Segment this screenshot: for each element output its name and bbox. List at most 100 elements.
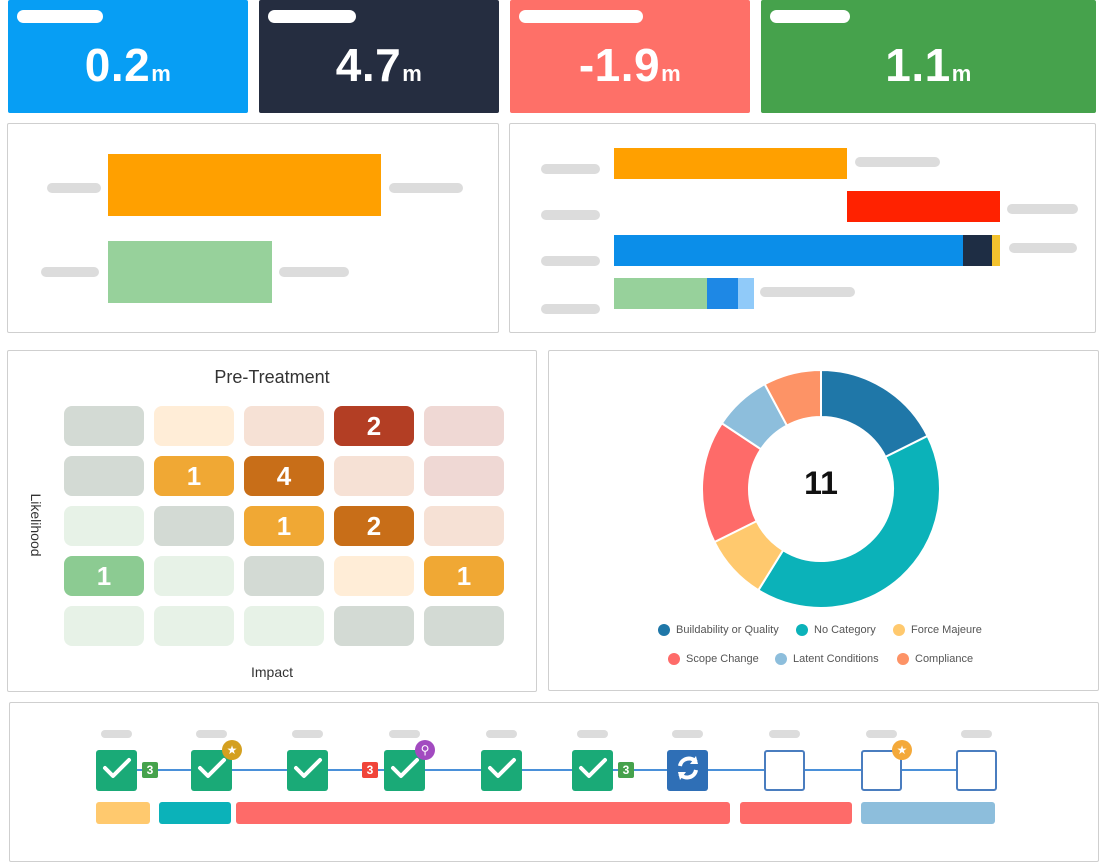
risk-cell[interactable]: 1 — [244, 506, 324, 546]
risk-cell[interactable]: 2 — [334, 506, 414, 546]
kpi-label-placeholder — [770, 10, 850, 23]
timeline-connector — [137, 769, 957, 771]
bar-row-3-segment-1[interactable] — [614, 235, 963, 266]
row-value-placeholder — [855, 157, 940, 167]
risk-cell[interactable] — [64, 506, 144, 546]
phase-bar[interactable] — [96, 802, 150, 824]
donut-slice-compliance[interactable] — [763, 368, 822, 427]
bar-row-1-segment[interactable] — [614, 148, 847, 179]
risk-cell[interactable] — [424, 456, 504, 496]
milestone-step-8[interactable] — [764, 750, 805, 791]
kpi-value: 0.2m — [84, 39, 172, 91]
row-label-placeholder — [541, 210, 600, 220]
risk-cell[interactable] — [154, 406, 234, 446]
row-label-placeholder — [541, 304, 600, 314]
legend-item[interactable]: Force Majeure — [893, 624, 982, 636]
bar-value-placeholder — [279, 267, 349, 277]
legend-item[interactable]: Latent Conditions — [775, 653, 879, 665]
phase-bar[interactable] — [861, 802, 995, 824]
kpi-tile-2[interactable]: 4.7m — [259, 0, 499, 113]
milestone-step-10[interactable] — [956, 750, 997, 791]
milestone-step-7[interactable] — [667, 750, 708, 791]
risk-cell[interactable] — [154, 556, 234, 596]
kpi-label-placeholder — [519, 10, 643, 23]
legend-item[interactable]: No Category — [796, 624, 876, 636]
step-label-placeholder — [292, 730, 323, 738]
legend-dot — [775, 653, 787, 665]
step-label-placeholder — [961, 730, 992, 738]
risk-cell[interactable] — [424, 606, 504, 646]
risk-cell[interactable]: 1 — [64, 556, 144, 596]
risk-cell[interactable]: 1 — [154, 456, 234, 496]
donut-chart — [701, 368, 941, 609]
checkmark-icon — [197, 756, 227, 785]
row-label-placeholder — [541, 164, 600, 174]
bar-row-2-segment[interactable] — [847, 191, 1000, 222]
milestone-step-6[interactable] — [572, 750, 613, 791]
row-label-placeholder — [541, 256, 600, 266]
phase-bar[interactable] — [236, 802, 730, 824]
kpi-value: 4.7m — [335, 39, 423, 91]
risk-cell[interactable] — [244, 606, 324, 646]
milestone-step-3[interactable] — [287, 750, 328, 791]
kpi-tile-4[interactable]: 1.1m — [761, 0, 1096, 113]
risk-cell[interactable] — [334, 606, 414, 646]
step-count-badge: 3 — [142, 762, 158, 778]
step-label-placeholder — [672, 730, 703, 738]
milestone-step-1[interactable] — [96, 750, 137, 791]
step-label-placeholder — [389, 730, 420, 738]
risk-cell[interactable] — [64, 406, 144, 446]
risk-cell[interactable] — [64, 606, 144, 646]
kpi-label-placeholder — [268, 10, 356, 23]
checkmark-icon — [487, 756, 517, 785]
legend-dot — [796, 624, 808, 636]
step-count-badge: 3 — [362, 762, 378, 778]
step-label-placeholder — [769, 730, 800, 738]
risk-cell[interactable] — [244, 406, 324, 446]
category-donut-panel: 11 Buildability or Quality No Category F… — [548, 350, 1099, 691]
row-value-placeholder — [760, 287, 855, 297]
phase-bar[interactable] — [740, 802, 852, 824]
step-label-placeholder — [486, 730, 517, 738]
risk-cell[interactable]: 2 — [334, 406, 414, 446]
bar-row-3-segment-3[interactable] — [992, 235, 1000, 266]
risk-cell[interactable] — [424, 406, 504, 446]
phase-bar[interactable] — [159, 802, 231, 824]
step-label-placeholder — [196, 730, 227, 738]
milestone-step-5[interactable] — [481, 750, 522, 791]
star-icon: ★ — [892, 740, 912, 760]
donut-slice-no-category[interactable] — [756, 434, 941, 609]
donut-center-label: 11 — [804, 465, 838, 501]
bar-orange[interactable] — [108, 154, 381, 216]
kpi-label-placeholder — [17, 10, 103, 23]
bar-row-4-segment-2[interactable] — [707, 278, 738, 309]
bar-green[interactable] — [108, 241, 272, 303]
legend-item[interactable]: Buildability or Quality — [658, 624, 779, 636]
step-label-placeholder — [577, 730, 608, 738]
bar-row-4-segment-1[interactable] — [614, 278, 707, 309]
milestone-timeline-panel — [9, 702, 1099, 862]
risk-cell[interactable]: 4 — [244, 456, 324, 496]
risk-cell[interactable] — [64, 456, 144, 496]
risk-cell[interactable]: 1 — [424, 556, 504, 596]
risk-matrix-y-label: Likelihood — [28, 493, 44, 557]
bar-label-placeholder — [41, 267, 99, 277]
step-label-placeholder — [866, 730, 897, 738]
refresh-icon — [672, 752, 704, 789]
legend-item[interactable]: Compliance — [897, 653, 973, 665]
bar-row-4-segment-3[interactable] — [738, 278, 754, 309]
trophy-icon: ★ — [222, 740, 242, 760]
risk-cell[interactable] — [334, 556, 414, 596]
stacked-bar-panel — [509, 123, 1096, 333]
risk-matrix-x-label: Impact — [250, 664, 293, 680]
risk-cell[interactable] — [424, 506, 504, 546]
kpi-tile-1[interactable]: 0.2m — [8, 0, 248, 113]
risk-cell[interactable] — [244, 556, 324, 596]
legend-item[interactable]: Scope Change — [668, 653, 759, 665]
risk-cell[interactable] — [334, 456, 414, 496]
risk-cell[interactable] — [154, 606, 234, 646]
legend-dot — [897, 653, 909, 665]
kpi-tile-3[interactable]: -1.9m — [510, 0, 750, 113]
bar-row-3-segment-2[interactable] — [963, 235, 992, 266]
risk-cell[interactable] — [154, 506, 234, 546]
